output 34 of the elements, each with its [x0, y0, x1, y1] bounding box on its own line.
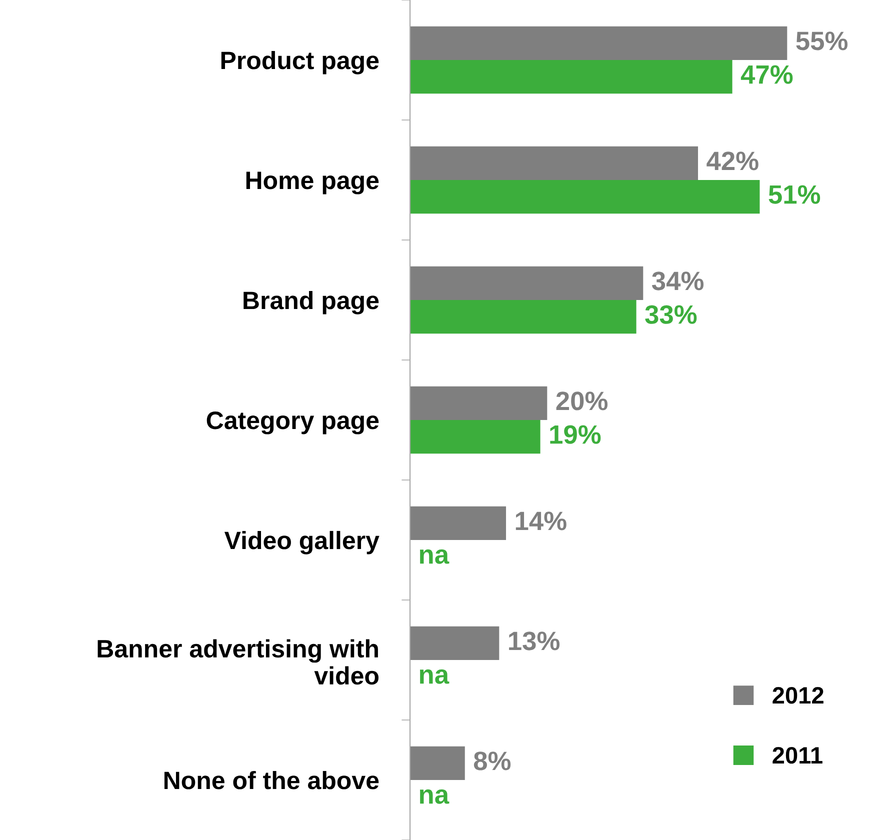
text: na [420, 789, 450, 804]
data-label: 13% [509, 632, 560, 650]
y-tick-label: Product page [221, 50, 379, 74]
y-tick-label: None of the above [164, 770, 379, 790]
bar [410, 180, 760, 214]
y-tick-label: Video gallery [224, 530, 380, 554]
bar [410, 26, 788, 60]
bar [410, 266, 644, 300]
data-label: 8% [474, 752, 511, 770]
bar [410, 146, 698, 180]
y-tick-label: Brand page [244, 290, 379, 314]
bar [410, 746, 465, 780]
data-label: 34% [652, 272, 704, 290]
y-tick-label: Home page [246, 172, 379, 194]
bar [410, 60, 732, 94]
data-label: 19% [550, 425, 601, 444]
data-label: 42% [706, 152, 758, 170]
data-label: 33% [645, 305, 697, 324]
data-label: 55% [796, 32, 848, 50]
data-label: 20% [556, 392, 608, 410]
text: na [420, 549, 450, 564]
data-label: 51% [768, 185, 820, 204]
bar [410, 506, 506, 540]
bar [410, 420, 540, 454]
bar [410, 300, 636, 334]
y-tick-label: Banner advertising with video [98, 639, 378, 685]
text: na [420, 669, 450, 684]
legend-label: 2012 [772, 687, 824, 704]
legend-label: 2011 [772, 746, 822, 764]
y-tick-label: Category page [206, 412, 379, 434]
data-label: 47% [740, 65, 793, 84]
bar [410, 386, 548, 420]
bar [410, 626, 500, 660]
data-label: 14% [516, 512, 566, 530]
